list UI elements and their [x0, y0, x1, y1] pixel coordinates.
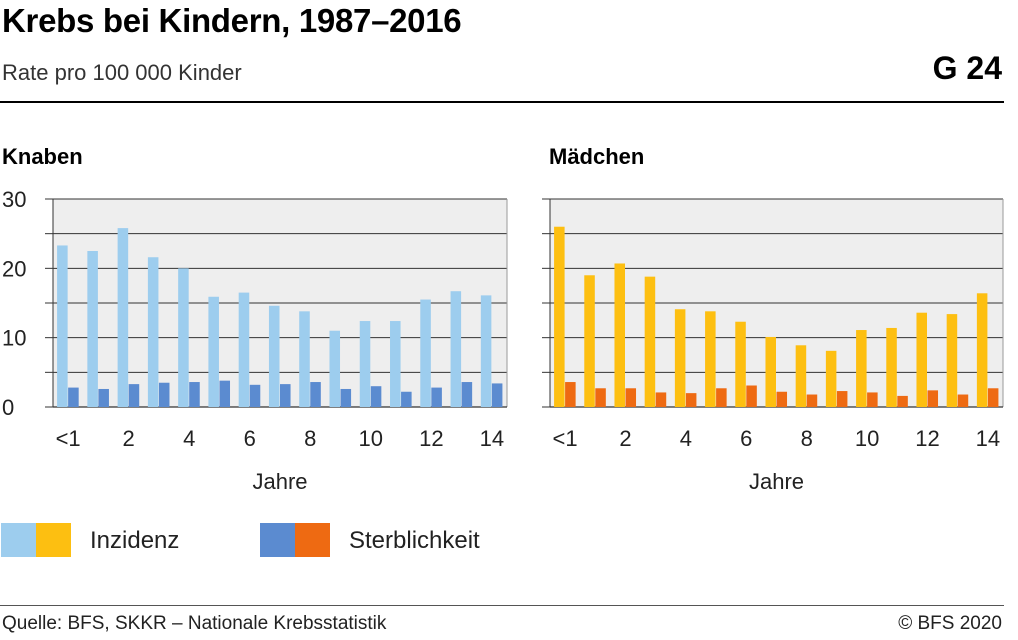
boys-bar-mortality [158, 382, 170, 407]
boys-bar-mortality [68, 387, 79, 407]
girls-bar-incidence [584, 275, 595, 407]
girls-bar-mortality [716, 388, 727, 407]
chart-title: Krebs bei Kindern, 1987–2016 [2, 2, 462, 39]
legend: Inzidenz Sterblichkeit [0, 523, 1018, 563]
boys-bar-mortality [431, 387, 442, 407]
girls-bar-mortality [595, 388, 606, 407]
girls-bar-incidence [735, 321, 746, 407]
boys-bar-incidence [178, 268, 189, 407]
girls-bar-mortality [565, 382, 576, 407]
boys-x-tick-label: 14 [480, 426, 504, 451]
boys-bar-mortality [310, 382, 321, 407]
boys-bar-incidence [359, 321, 371, 407]
girls-bar-mortality [867, 392, 878, 407]
boys-y-tick-label: 0 [2, 395, 14, 420]
legend-swatch-girls-mortality [295, 523, 330, 557]
girls-bar-incidence [614, 263, 625, 407]
girls-x-axis-label: Jahre [749, 469, 804, 494]
boys-x-tick-label: 8 [304, 426, 316, 451]
girls-x-tick-label: 4 [680, 426, 692, 451]
chart-subtitle: Rate pro 100 000 Kinder [2, 60, 242, 85]
girls-bar-incidence [825, 350, 837, 407]
boys-y-tick-label: 10 [2, 326, 26, 351]
boys-x-tick-label: 12 [419, 426, 443, 451]
girls-bar-mortality [987, 388, 999, 407]
legend-swatch-boys-incidence [1, 523, 36, 557]
boys-bar-incidence [117, 228, 129, 407]
top-divider [0, 101, 1004, 103]
boys-bar-incidence [390, 321, 401, 407]
girls-bar-incidence [765, 336, 776, 407]
girls-x-tick-label: 8 [801, 426, 813, 451]
girls-bar-mortality [897, 395, 908, 407]
boys-x-axis-label: Jahre [252, 469, 307, 494]
legend-swatch-girls-incidence [36, 523, 71, 557]
boys-x-tick-label: 6 [244, 426, 256, 451]
boys-x-tick-label: <1 [56, 426, 81, 451]
boys-bar-incidence [480, 295, 492, 407]
girls-bar-incidence [705, 311, 716, 407]
boys-bar-mortality [249, 384, 261, 407]
boys-bar-incidence [238, 292, 250, 407]
boys-bar-mortality [491, 383, 503, 407]
boys-bar-mortality [219, 380, 231, 407]
girls-x-tick-label: <1 [553, 426, 578, 451]
boys-bar-mortality [280, 384, 291, 407]
girls-x-tick-label: 6 [740, 426, 752, 451]
girls-x-tick-label: 14 [976, 426, 1000, 451]
girls-bar-mortality [806, 394, 818, 407]
boys-bar-incidence [420, 299, 431, 407]
boys-bar-mortality [461, 382, 473, 407]
girls-bar-mortality [625, 388, 637, 407]
boys-bar-incidence [329, 330, 341, 407]
girls-bar-incidence [795, 345, 807, 407]
girls-bar-incidence [916, 312, 927, 407]
boys-bar-mortality [340, 388, 352, 407]
boys-x-tick-label: 10 [359, 426, 383, 451]
boys-bar-incidence [147, 257, 159, 407]
legend-swatch-boys-mortality [260, 523, 295, 557]
boys-bar-mortality [370, 386, 382, 407]
girls-bar-incidence [946, 314, 958, 407]
girls-bar-mortality [685, 393, 697, 407]
girls-bar-mortality [655, 392, 667, 407]
boys-bar-mortality [401, 391, 412, 407]
graphic-number: G 24 [932, 50, 1002, 86]
legend-label-incidence: Inzidenz [90, 527, 180, 554]
boys-y-tick-label: 30 [2, 187, 26, 212]
girls-bar-incidence [856, 330, 867, 407]
boys-bar-incidence [450, 291, 462, 407]
girls-bar-mortality [927, 390, 939, 407]
girls-x-tick-label: 10 [855, 426, 879, 451]
boys-bar-incidence [57, 245, 68, 407]
girls-bar-incidence [886, 327, 897, 407]
boys-bar-incidence [268, 305, 280, 407]
charts-canvas: 0 10 20 30 <1 2 4 6 8 10 12 14 Jahre <1 2 4 6 8 10 12 14 Jahr… [2, 187, 1004, 494]
girls-x-tick-label: 2 [619, 426, 631, 451]
boys-x-tick-label: 4 [183, 426, 195, 451]
girls-bar-mortality [776, 391, 788, 407]
girls-bar-mortality [746, 385, 757, 407]
girls-bar-incidence [976, 293, 988, 407]
copyright-note: © BFS 2020 [898, 613, 1002, 634]
girls-bar-mortality [836, 391, 848, 407]
boys-bar-incidence [87, 251, 98, 407]
boys-bar-mortality [128, 384, 140, 407]
boys-bar-incidence [208, 296, 219, 407]
bottom-divider [0, 605, 1004, 606]
boys-x-tick-label: 2 [123, 426, 135, 451]
girls-bar-incidence [644, 276, 656, 407]
boys-bar-mortality [189, 382, 200, 407]
boys-bar-mortality [98, 388, 109, 407]
girls-bar-incidence [554, 226, 565, 407]
panel-title-boys: Knaben [2, 144, 83, 169]
panel-title-girls: Mädchen [549, 144, 645, 169]
boys-bar-incidence [299, 311, 310, 407]
legend-label-mortality: Sterblichkeit [349, 527, 480, 554]
boys-y-tick-label: 20 [2, 256, 26, 281]
girls-x-tick-label: 12 [915, 426, 939, 451]
girls-bar-incidence [674, 309, 686, 407]
source-note: Quelle: BFS, SKKR – Nationale Krebsstati… [2, 613, 387, 634]
girls-bar-mortality [957, 394, 969, 407]
